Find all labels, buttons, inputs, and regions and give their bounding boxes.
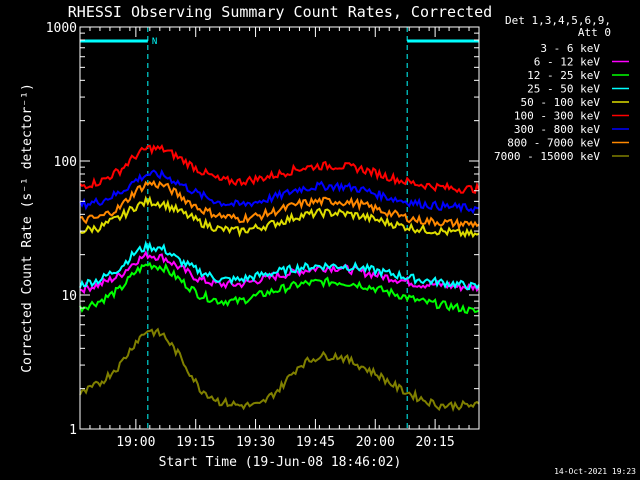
y-tick-label: 1000 bbox=[46, 21, 77, 36]
x-tick-label: 19:15 bbox=[176, 435, 215, 450]
y-tick-label: 1 bbox=[69, 423, 77, 438]
series-line bbox=[79, 168, 480, 215]
legend-label: 3 - 6 keV bbox=[540, 42, 600, 55]
legend-label: 7000 - 15000 keV bbox=[494, 150, 600, 163]
x-tick-label: 19:00 bbox=[116, 435, 155, 450]
plot-area: N bbox=[79, 27, 480, 429]
axes: 1 10 100 1000 19:00 19:15 19:30 19:45 20:00 20:15 bbox=[46, 21, 480, 450]
legend-header: Att 0 bbox=[578, 26, 611, 39]
series-line bbox=[79, 240, 480, 291]
legend-label: 6 - 12 keV bbox=[534, 56, 601, 69]
legend-label: 300 - 800 keV bbox=[514, 123, 600, 136]
y-axis-label: Corrected Count Rate (s⁻¹ detector⁻¹) bbox=[20, 83, 35, 373]
series-line bbox=[79, 327, 480, 413]
chart-title: RHESSI Observing Summary Count Rates, Co… bbox=[68, 3, 492, 21]
y-tick-label: 10 bbox=[61, 289, 77, 304]
legend-label: 12 - 25 keV bbox=[527, 69, 600, 82]
night-bar-label: N bbox=[152, 37, 157, 47]
legend-label: 100 - 300 keV bbox=[514, 110, 600, 123]
legend-label: 800 - 7000 keV bbox=[507, 137, 600, 150]
legend-header: Det 1,3,4,5,6,9, bbox=[505, 14, 611, 27]
x-axis-label: Start Time (19-Jun-08 18:46:02) bbox=[159, 455, 402, 470]
series-line bbox=[79, 261, 480, 315]
footer-timestamp: 14-Oct-2021 19:23 bbox=[554, 467, 636, 476]
x-tick-label: 20:00 bbox=[356, 435, 395, 450]
legend-label: 50 - 100 keV bbox=[521, 96, 601, 109]
series-line bbox=[79, 144, 480, 194]
x-tick-label: 19:30 bbox=[236, 435, 275, 450]
series-line bbox=[79, 271, 480, 336]
x-tick-label: 19:45 bbox=[296, 435, 335, 450]
legend-label: 25 - 50 keV bbox=[527, 83, 600, 96]
y-tick-label: 100 bbox=[54, 155, 77, 170]
series-line bbox=[79, 195, 480, 239]
series-line bbox=[79, 179, 480, 231]
x-tick-label: 20:15 bbox=[416, 435, 455, 450]
series-line bbox=[79, 250, 480, 295]
